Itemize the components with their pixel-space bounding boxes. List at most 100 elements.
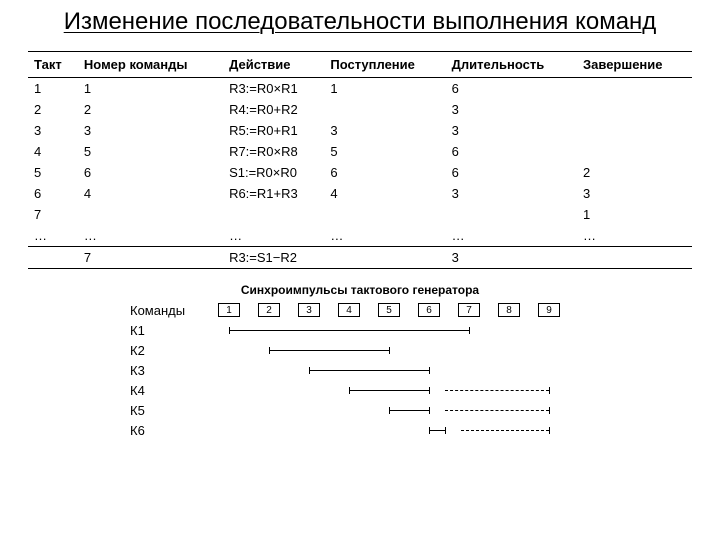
k-axis [210,381,590,401]
cell-cmd: 6 [78,162,223,183]
table-row: ……………… [28,225,692,247]
col-done: Завершение [577,51,692,77]
cell-action: R5:=R0+R1 [223,120,324,141]
k-segment [309,370,429,371]
cell-done [577,99,692,120]
commands-table: Такт Номер команды Действие Поступление … [28,51,692,269]
pulse-box: 9 [538,303,560,317]
cell-cmd: 2 [78,99,223,120]
cell-action: S1:=R0×R0 [223,162,324,183]
cell-cmd: 1 [78,77,223,99]
pulse-box: 2 [258,303,280,317]
k-row: К3 [130,361,590,381]
k-segment [445,410,549,411]
pulse-axis: 123456789 [210,301,590,321]
cell-action: R7:=R0×R8 [223,141,324,162]
cell-arrive: 3 [324,120,445,141]
k-segment [429,430,445,431]
cell-tact [28,246,78,268]
cell-tact: 2 [28,99,78,120]
cap [389,407,390,414]
cell-cmd: 4 [78,183,223,204]
cap [349,387,350,394]
cell-tact: 6 [28,183,78,204]
cell-done: … [577,225,692,247]
cell-tact: 1 [28,77,78,99]
cap [445,427,446,434]
k-label: К6 [130,423,210,438]
cell-cmd: … [78,225,223,247]
cell-dur: 6 [446,162,577,183]
k-axis [210,321,590,341]
cell-dur: 3 [446,99,577,120]
cell-cmd: 5 [78,141,223,162]
cell-dur: … [446,225,577,247]
k-segment [269,350,389,351]
cell-dur: 6 [446,141,577,162]
k-row: К2 [130,341,590,361]
cell-arrive: 4 [324,183,445,204]
k-label: К4 [130,383,210,398]
cap [429,387,430,394]
cell-dur [446,204,577,225]
cell-action: R3:=R0×R1 [223,77,324,99]
cell-arrive: 6 [324,162,445,183]
cell-done [577,77,692,99]
cell-done: 1 [577,204,692,225]
k-label: К5 [130,403,210,418]
k-label: К1 [130,323,210,338]
pulse-box: 5 [378,303,400,317]
k-row: К6 [130,421,590,441]
col-dur: Длительность [446,51,577,77]
table-row: 33R5:=R0+R133 [28,120,692,141]
cell-tact: 7 [28,204,78,225]
table-row: 56S1:=R0×R0662 [28,162,692,183]
cell-done: 3 [577,183,692,204]
cap [429,427,430,434]
k-axis [210,341,590,361]
cell-action: … [223,225,324,247]
k-row: К1 [130,321,590,341]
cap [469,327,470,334]
table-row: 7R3:=S1−R23 [28,246,692,268]
pulse-box: 4 [338,303,360,317]
cell-tact: … [28,225,78,247]
cell-arrive: 5 [324,141,445,162]
cell-arrive [324,246,445,268]
cell-arrive: 1 [324,77,445,99]
k-label: К2 [130,343,210,358]
cell-arrive: … [324,225,445,247]
diagram-title: Синхроимпульсы тактового генератора [130,283,590,297]
table-row: 22R4:=R0+R23 [28,99,692,120]
k-row: К5 [130,401,590,421]
cell-action: R3:=S1−R2 [223,246,324,268]
k-axis [210,361,590,381]
cap [429,367,430,374]
cell-tact: 5 [28,162,78,183]
col-tact: Такт [28,51,78,77]
cap [429,407,430,414]
cell-done [577,141,692,162]
k-segment [349,390,429,391]
col-cmd: Номер команды [78,51,223,77]
cell-action: R6:=R1+R3 [223,183,324,204]
cap [389,347,390,354]
k-segment [445,390,549,391]
k-axis [210,421,590,441]
cap [549,407,550,414]
cell-action [223,204,324,225]
cap [549,427,550,434]
pulse-box: 7 [458,303,480,317]
table-row: 64R6:=R1+R3433 [28,183,692,204]
cell-dur: 3 [446,120,577,141]
cap [549,387,550,394]
page-title: Изменение последовательности выполнения … [28,8,692,37]
table-row: 11R3:=R0×R116 [28,77,692,99]
timing-diagram: Синхроимпульсы тактового генератора Кома… [28,283,692,441]
cell-dur: 3 [446,183,577,204]
pulse-box: 1 [218,303,240,317]
pulse-row-label: Команды [130,303,210,318]
col-action: Действие [223,51,324,77]
k-segment [229,330,469,331]
cell-done: 2 [577,162,692,183]
